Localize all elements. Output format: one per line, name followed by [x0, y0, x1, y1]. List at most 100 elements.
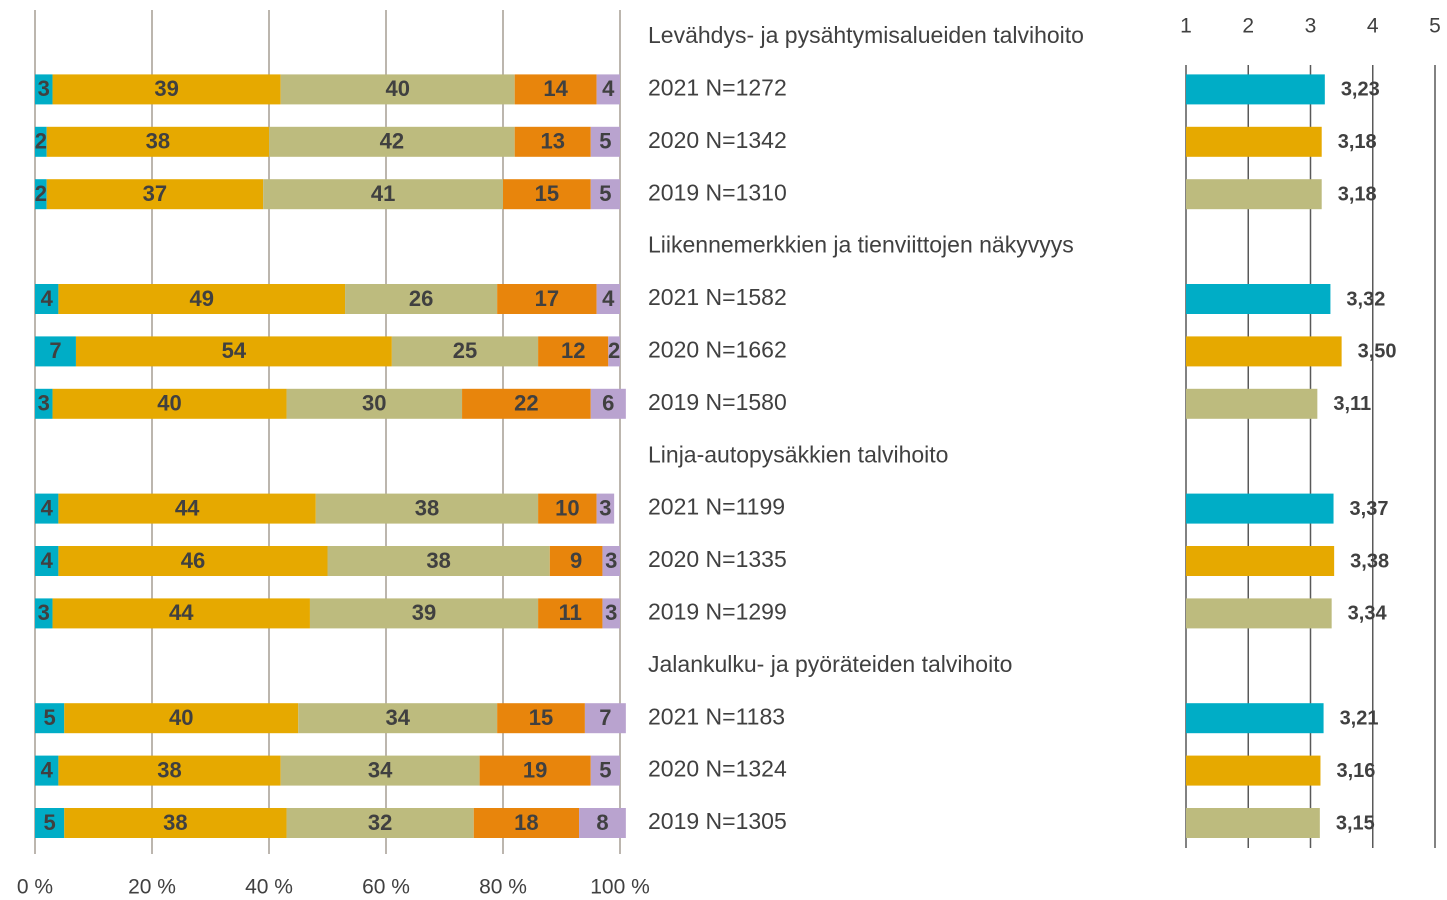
data-label: 5 [599, 757, 611, 782]
data-label: 38 [426, 548, 450, 573]
bar-segment [315, 493, 539, 524]
data-label: 4 [41, 286, 54, 311]
bar-segment [514, 74, 597, 105]
bar-segment [497, 284, 597, 314]
row-label: 2019 N=1305 [648, 808, 787, 834]
data-label: 11 [559, 600, 582, 625]
data-label: 39 [154, 76, 178, 101]
bar-segment [579, 808, 626, 838]
row-label: 2020 N=1324 [648, 756, 787, 782]
bar-segment [608, 336, 620, 367]
data-label: 12 [561, 338, 585, 363]
data-label: 22 [514, 391, 538, 416]
data-label: 14 [543, 76, 568, 101]
data-label: 17 [535, 286, 559, 311]
data-label: 7 [49, 338, 61, 363]
bar-segment [52, 74, 281, 105]
bar-segment [52, 598, 310, 629]
x-tick-label: 4 [1367, 15, 1379, 38]
data-label: 3,37 [1350, 498, 1389, 520]
data-label: 40 [385, 76, 409, 101]
data-label: 3,32 [1346, 288, 1385, 310]
data-label: 49 [189, 286, 213, 311]
data-label: 38 [146, 129, 170, 154]
data-label: 25 [453, 338, 477, 363]
data-label: 4 [602, 76, 615, 101]
bar-segment [473, 808, 580, 838]
data-label: 4 [602, 286, 615, 311]
bar-segment [286, 388, 463, 419]
bar-segment [46, 126, 270, 157]
bar-segment [286, 808, 474, 838]
bar-segment [345, 284, 498, 314]
data-label: 6 [602, 391, 614, 416]
bar [1186, 284, 1331, 314]
data-label: 41 [371, 181, 395, 206]
x-tick-label: 2 [1242, 15, 1254, 38]
data-label: 5 [44, 705, 56, 730]
bar-segment [590, 126, 620, 157]
bar-segment [391, 336, 539, 367]
bar-segment [596, 493, 615, 524]
bar-segment [35, 808, 65, 838]
data-label: 3,38 [1350, 550, 1389, 572]
bar-segment [327, 546, 550, 576]
data-label: 42 [380, 129, 404, 154]
data-label: 2 [35, 181, 47, 206]
bar-segment [46, 179, 264, 210]
data-label: 5 [44, 810, 56, 835]
data-label: 40 [169, 705, 193, 730]
data-label: 39 [412, 600, 436, 625]
data-label: 5 [599, 181, 611, 206]
row-label: Jalankulku- ja pyöräteiden talvihoito [648, 651, 1012, 677]
data-label: 3 [605, 548, 617, 573]
bar-segment [602, 598, 620, 629]
bar-segment [35, 546, 59, 576]
data-label: 3 [38, 600, 50, 625]
data-label: 18 [514, 810, 538, 835]
bar [1186, 808, 1320, 838]
bar-segment [35, 493, 59, 524]
data-label: 3 [605, 600, 617, 625]
bar-segment [596, 74, 620, 105]
x-tick-label: 3 [1305, 15, 1317, 38]
bar-segment [35, 598, 53, 629]
data-label: 4 [41, 495, 54, 520]
data-label: 3,23 [1341, 79, 1380, 101]
row-label: 2020 N=1342 [648, 127, 787, 153]
data-label: 37 [143, 181, 167, 206]
bar [1186, 598, 1332, 629]
data-label: 15 [535, 181, 559, 206]
data-label: 3,16 [1336, 760, 1375, 782]
x-tick-label: 5 [1429, 15, 1441, 38]
bar-segment [549, 546, 603, 576]
bar-segment [58, 493, 316, 524]
data-label: 44 [169, 600, 194, 625]
bar-segment [52, 388, 287, 419]
x-tick-label: 1 [1180, 15, 1192, 38]
bar-segment [58, 284, 346, 314]
data-label: 15 [529, 705, 553, 730]
data-label: 3,21 [1340, 707, 1379, 729]
data-label: 3,18 [1338, 183, 1377, 205]
bar [1186, 546, 1335, 576]
x-tick-label: 20 % [128, 876, 176, 899]
bar-segment [497, 703, 585, 734]
data-label: 26 [409, 286, 433, 311]
data-label: 54 [222, 338, 247, 363]
bar-segment [298, 703, 498, 734]
row-label: Liikennemerkkien ja tienviittojen näkyvy… [648, 232, 1074, 258]
data-label: 34 [385, 705, 410, 730]
bar-segment [64, 703, 299, 734]
data-label: 2 [608, 338, 620, 363]
x-tick-label: 100 % [590, 876, 650, 899]
row-label: 2019 N=1299 [648, 598, 787, 624]
x-tick-label: 80 % [479, 876, 527, 899]
bar-segment [35, 388, 53, 419]
bar-segment [269, 126, 515, 157]
data-label: 32 [368, 810, 392, 835]
bar-segment [590, 755, 620, 786]
data-label: 19 [523, 757, 547, 782]
data-label: 4 [41, 757, 54, 782]
